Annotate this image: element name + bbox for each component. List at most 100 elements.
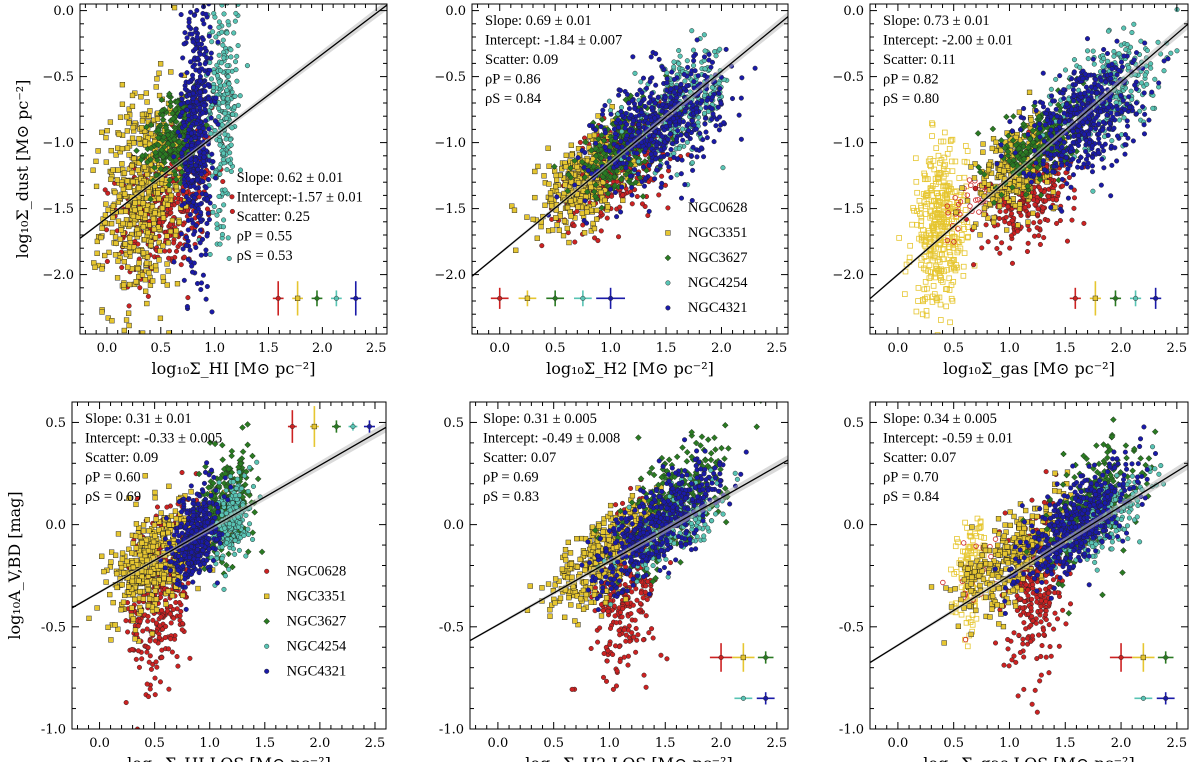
data-point-ngc3351 [139,180,145,186]
data-point-ngc3627 [1003,113,1010,121]
data-point-ngc3351 [588,207,595,213]
data-point-ngc4321 [626,100,632,106]
data-point-ngc3627 [147,144,155,152]
errorbar-marker [524,295,531,301]
y-tick-label: −1.0 [42,136,74,151]
data-point-ngc3351 [164,282,170,288]
data-point-ngc4321 [657,163,663,169]
data-point-ngc0628 [1045,217,1051,223]
data-point-ngc3351 [153,262,159,269]
data-point-ngc3351 [593,216,600,222]
data-point-ngc3351 [166,330,172,334]
data-point-ngc4321 [188,59,194,65]
data-point-ngc4321 [185,113,192,119]
data-point-ngc3351 [105,315,111,321]
data-point-ngc4321 [182,123,188,129]
data-point-ngc3351 [137,141,143,147]
data-point-ngc0628 [617,204,623,210]
data-point-ngc3627 [976,168,984,176]
data-point-ngc3351 [156,257,162,263]
y-tick-label: −0.5 [434,70,466,85]
data-point-ngc4321 [708,64,714,70]
data-point-ngc4254 [228,47,234,53]
data-point-ngc4321 [204,283,210,290]
data-point-ngc3351 [929,293,936,300]
data-point-ngc3627 [1010,113,1017,120]
data-point-ngc3351 [577,198,583,204]
data-point-ngc3351 [156,239,162,246]
data-point-ngc0628 [1007,245,1013,251]
data-point-ngc4254 [228,142,234,148]
data-point-ngc3351 [102,252,108,259]
data-point-ngc4321 [626,156,632,162]
stat-line: Intercept:-1.57 ± 0.01 [237,190,363,206]
legend-label-ngc0628: NGC0628 [688,200,748,216]
data-point-ngc0628 [229,208,235,214]
data-point-ngc3351 [996,203,1003,209]
data-point-ngc4321 [197,51,203,57]
data-point-ngc0628 [229,194,235,200]
data-point-ngc3351 [150,278,156,284]
data-point-ngc0628 [971,262,977,268]
data-point-ngc3351 [956,175,963,181]
data-point-ngc3351 [959,185,965,191]
data-point-ngc4321 [668,174,674,180]
data-point-ngc4321 [187,247,193,253]
data-point-ngc3627 [166,147,174,155]
data-point-ngc3351 [934,198,941,205]
data-point-ngc0628 [539,243,545,249]
data-point-ngc4321 [197,240,203,246]
data-point-ngc3351 [132,207,138,213]
data-point-ngc4321 [197,129,203,135]
data-point-ngc4321 [205,71,211,77]
data-point-ngc3351 [902,291,908,297]
data-point-ngc3351 [136,260,142,266]
data-point-ngc3351 [99,129,105,135]
data-point-ngc4321 [206,217,212,223]
data-point-ngc3351 [955,225,962,232]
data-point-ngc3351 [583,194,589,200]
data-point-ngc3351 [575,204,581,210]
data-point-ngc0628 [996,215,1002,222]
data-point-ngc3627 [1024,144,1032,151]
data-point-ngc4321 [615,117,621,123]
data-point-ngc4321 [678,81,684,87]
data-point-ngc3627 [583,188,591,196]
data-point-ngc4254 [684,139,690,145]
data-point-ngc3351 [928,269,934,275]
x-tick-label: 1.5 [258,341,279,356]
stat-line: Intercept: -1.84 ± 0.007 [485,33,622,49]
data-point-ngc4321 [628,112,634,118]
data-point-ngc3351 [935,195,941,201]
data-point-ngc3351 [569,152,575,158]
data-point-ngc3351 [103,159,109,165]
data-point-ngc4321 [193,191,199,197]
data-point-ngc3351 [165,268,171,274]
data-point-ngc0628 [976,209,982,215]
data-point-ngc4321 [711,139,717,145]
data-point-ngc3351 [946,275,953,282]
data-point-ngc3627 [164,140,172,147]
data-point-ngc3351 [938,212,945,218]
data-point-ngc0628 [1069,217,1075,223]
data-point-ngc4254 [682,78,688,84]
data-point-ngc3351 [127,221,133,228]
data-point-ngc3627 [167,102,174,110]
data-point-ngc4321 [179,202,185,208]
data-point-ngc3627 [592,145,599,152]
data-point-ngc4254 [207,251,213,257]
data-point-ngc3351 [122,191,128,197]
data-point-ngc4321 [617,87,623,93]
data-point-ngc4321 [627,173,633,179]
data-point-ngc3351 [108,176,114,182]
data-point-ngc4321 [180,246,186,252]
data-point-ngc4321 [630,54,636,60]
data-point-ngc0628 [616,234,622,240]
data-point-ngc0628 [620,192,626,198]
data-point-ngc3351 [110,167,116,173]
data-point-ngc3627 [1005,157,1013,165]
data-point-ngc3351 [562,182,568,188]
data-point-ngc4321 [608,111,614,117]
data-point-ngc3627 [1037,191,1045,199]
data-point-ngc3351 [1013,188,1020,194]
